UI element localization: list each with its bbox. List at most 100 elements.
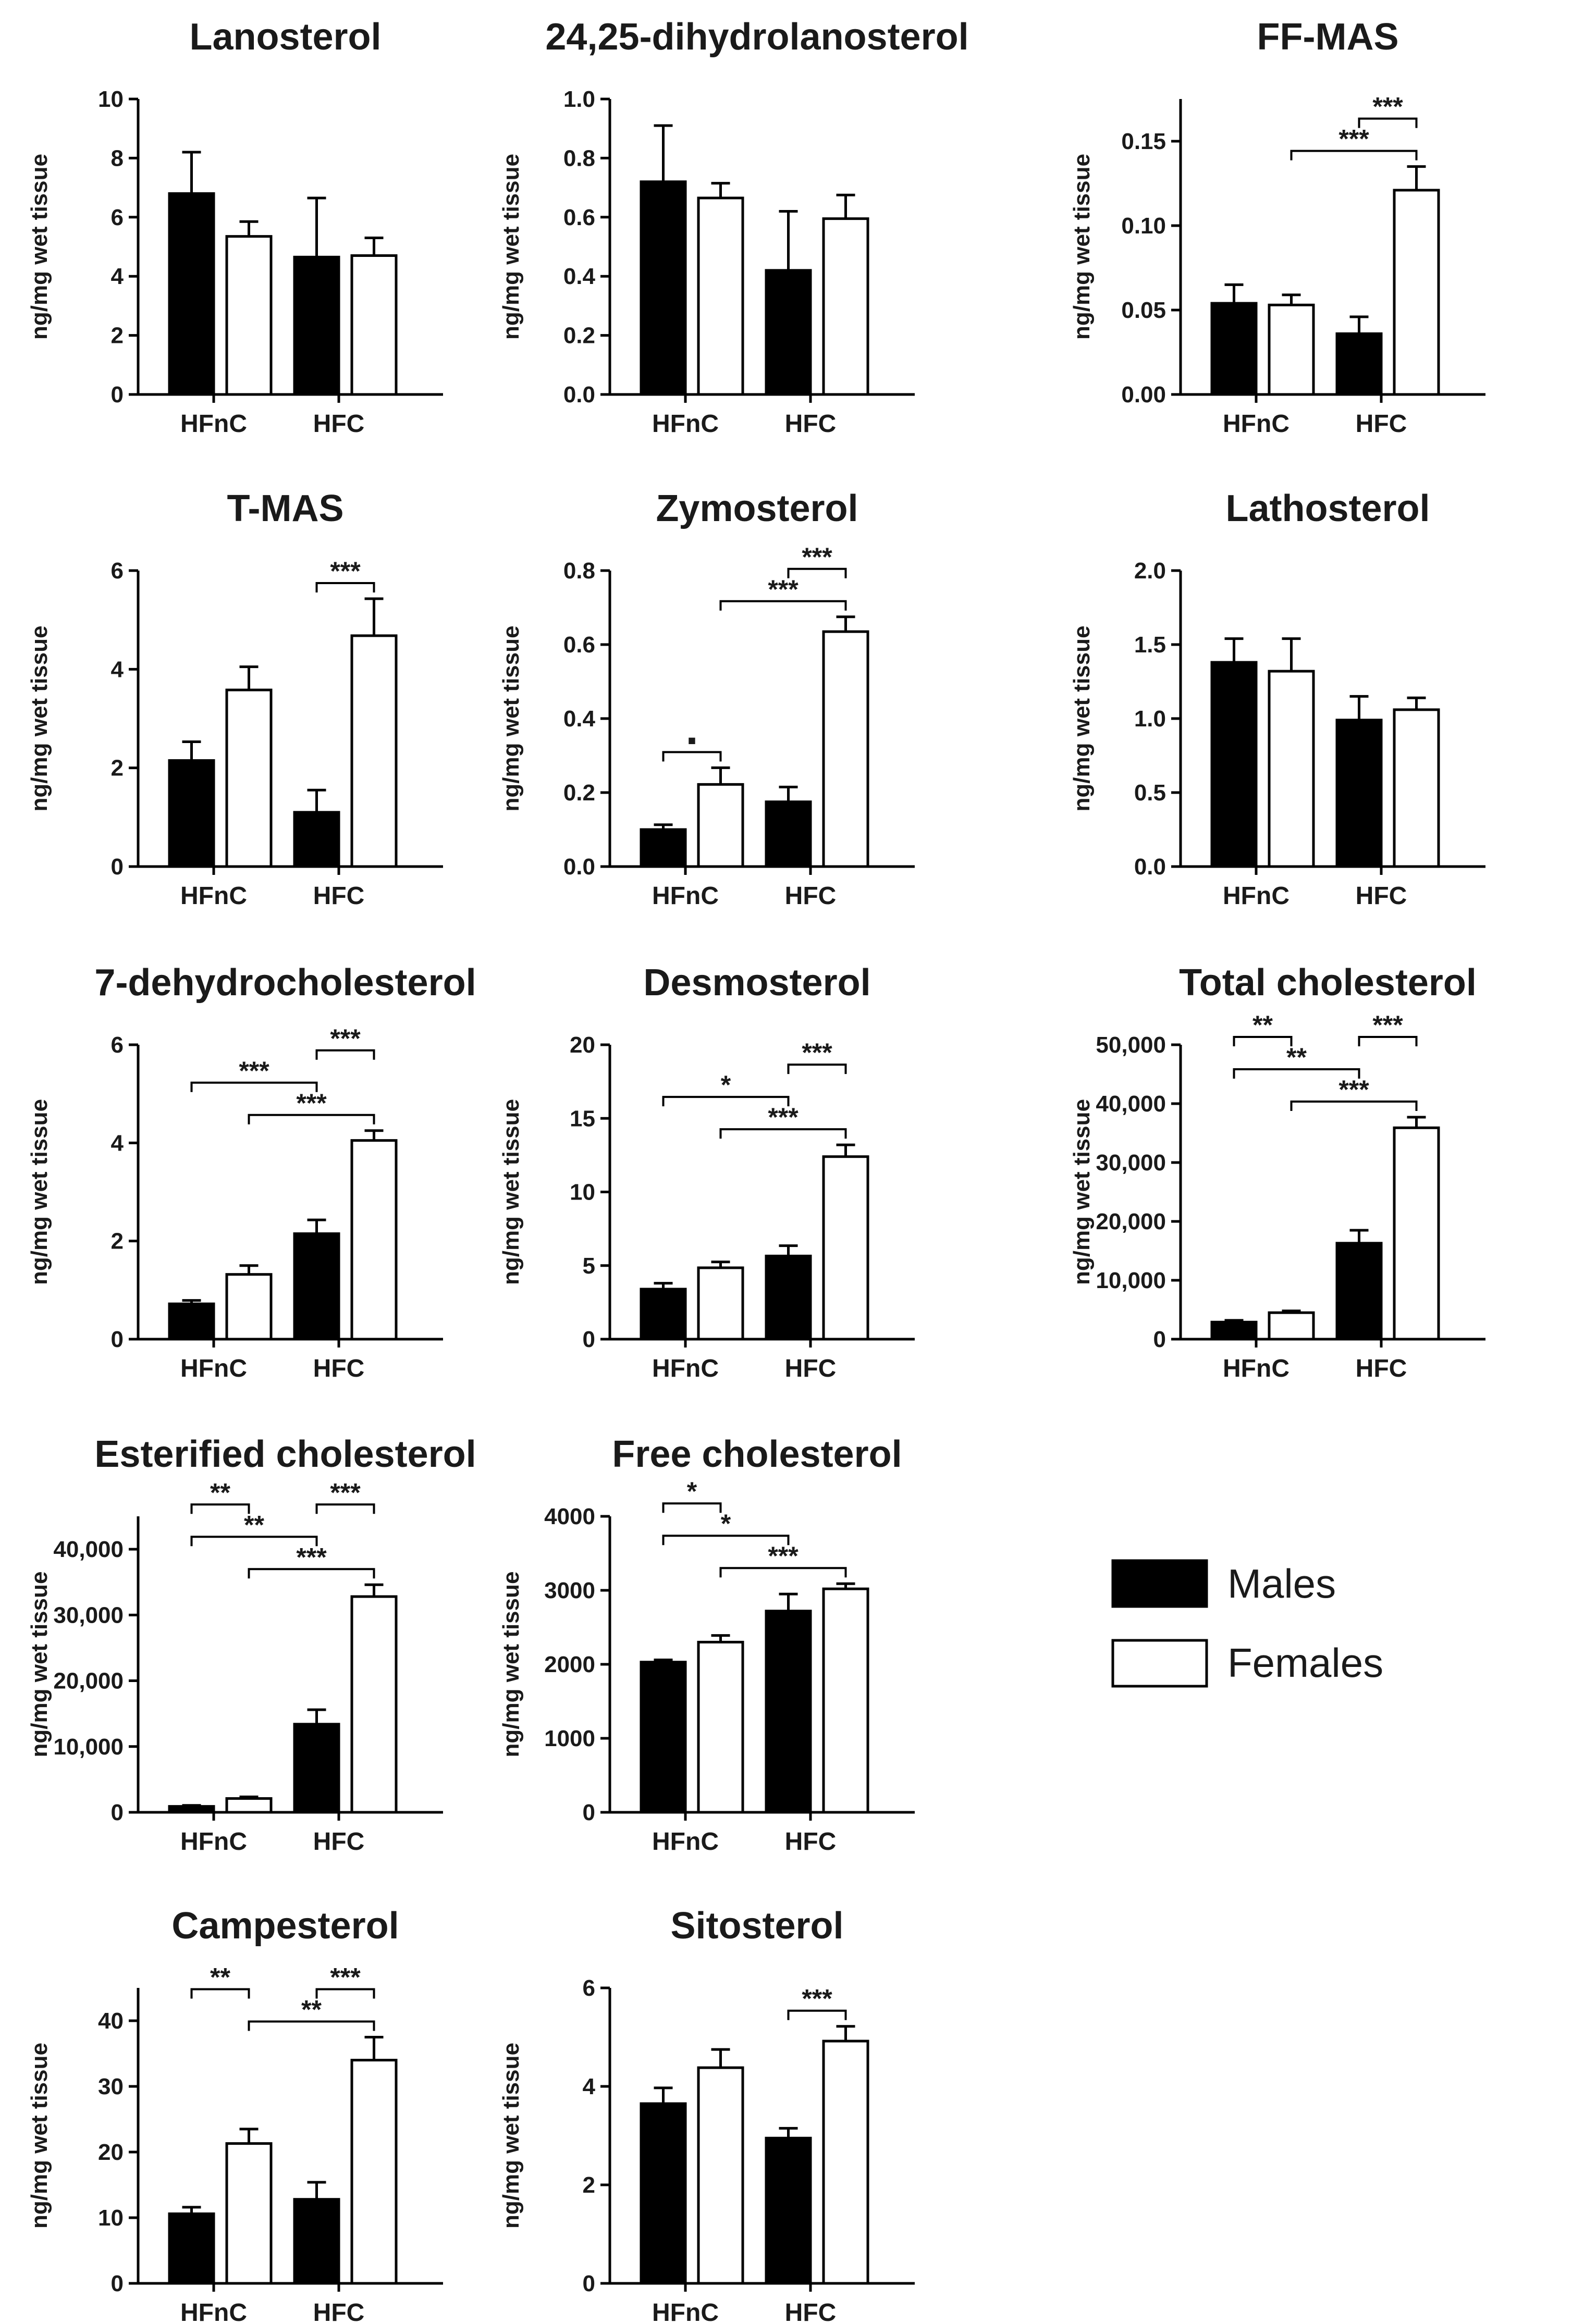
bar-females-hfnc: [1268, 1311, 1315, 1341]
significance-bracket: [662, 1535, 790, 1546]
significance-label: ***: [1372, 1010, 1403, 1040]
chart-panels: Lanosterol ng/mg wet tissue 0 2 4 6 8 10 HFnC HFC…: [27, 16, 1485, 2324]
significance-label: **: [244, 1510, 264, 1539]
y-tick-label: 5: [583, 1253, 595, 1279]
significance-label: ***: [768, 1541, 799, 1571]
significance-bracket: [719, 1567, 847, 1578]
y-axis-label: ng/mg wet tissue: [498, 2043, 524, 2229]
bar-males-hfc: [1335, 719, 1383, 868]
y-tick-label: 2: [111, 323, 124, 349]
y-tick-label: 4: [111, 657, 124, 682]
bar-females-hfc: [1393, 708, 1440, 868]
significance-label: ▪: [687, 725, 697, 755]
x-tick-label: HFnC: [652, 882, 719, 910]
legend-label-males: Males: [1227, 1561, 1336, 1606]
chart-panel: Free cholesterol ng/mg wet tissue 0 1000 200…: [498, 1433, 915, 1856]
chart-title: 7-dehydrocholesterol: [94, 962, 476, 1004]
bar-females-hfnc: [225, 2142, 273, 2285]
significance-label: ***: [768, 575, 799, 604]
x-tick-label: HFC: [785, 882, 837, 910]
bar-males-hfnc: [168, 192, 215, 396]
y-tick-label: 3000: [544, 1578, 595, 1603]
significance-label: ***: [1338, 1075, 1369, 1104]
y-tick-label: 15: [570, 1106, 595, 1131]
bar-females-hfc: [1393, 189, 1440, 396]
bar-males-hfc: [293, 255, 340, 396]
x-tick-label: HFC: [785, 2299, 837, 2324]
significance-bracket: [190, 1988, 250, 1999]
significance-bracket: [1233, 1068, 1360, 1079]
y-tick-label: 2: [111, 1229, 124, 1254]
y-tick-label: 0: [583, 1327, 595, 1352]
y-tick-label: 4: [111, 1130, 124, 1156]
y-tick-label: 2000: [544, 1652, 595, 1677]
chart-panel: FF-MAS ng/mg wet tissue 0.00 0.05 0.10 0.15 HF…: [1069, 16, 1485, 438]
chart-panel: Desmosterol ng/mg wet tissue 0 5 10 15 20 HFnC H…: [498, 962, 915, 1382]
x-tick-label: HFC: [313, 2299, 365, 2324]
y-tick-label: 2.0: [1134, 558, 1166, 584]
y-tick-label: 0.10: [1121, 213, 1166, 239]
y-axis-label: ng/mg wet tissue: [498, 1099, 524, 1285]
significance-bracket: [315, 1988, 375, 1999]
chart-panel: Campesterol ng/mg wet tissue 0 10 20 30 40 HFnC…: [27, 1905, 443, 2324]
significance-bracket: [662, 1502, 722, 1513]
y-tick-label: 0.0: [1134, 854, 1166, 880]
x-tick-label: HFC: [313, 1828, 365, 1856]
y-tick-label: 0.00: [1121, 382, 1166, 407]
y-tick-label: 10: [98, 86, 124, 112]
y-tick-label: 20,000: [53, 1668, 124, 1694]
significance-bracket: [1358, 1035, 1418, 1046]
y-tick-label: 1.0: [1134, 706, 1166, 732]
bar-females-hfnc: [225, 235, 273, 396]
bar-males-hfc: [765, 800, 812, 868]
bar-males-hfc: [293, 1232, 340, 1341]
x-tick-label: HFC: [1356, 1355, 1407, 1382]
x-tick-label: HFC: [785, 1355, 837, 1382]
bar-males-hfnc: [640, 2102, 687, 2285]
significance-bracket: [190, 1081, 318, 1092]
y-tick-label: 40,000: [1096, 1091, 1166, 1117]
y-tick-label: 0: [1153, 1327, 1166, 1352]
legend-swatch-males: [1111, 1559, 1208, 1608]
y-axis-label: ng/mg wet tissue: [27, 626, 52, 812]
chart-title: FF-MAS: [1257, 16, 1399, 58]
significance-bracket: [248, 1568, 375, 1579]
significance-bracket: [662, 1096, 790, 1107]
bar-females-hfnc: [697, 1266, 744, 1341]
chart-title: T-MAS: [227, 488, 344, 529]
y-tick-label: 0.2: [563, 323, 595, 349]
y-tick-label: 0: [111, 854, 124, 880]
significance-label: ***: [330, 1963, 361, 1992]
bar-males-hfc: [1335, 1242, 1383, 1341]
bar-females-hfc: [350, 634, 398, 868]
bar-males-hfnc: [640, 1288, 687, 1341]
significance-bracket: [248, 2020, 375, 2031]
bar-males-hfnc: [168, 1805, 215, 1814]
bar-males-hfnc: [168, 1302, 215, 1341]
x-tick-label: HFC: [785, 410, 837, 438]
significance-label: ***: [802, 1038, 832, 1067]
significance-label: ***: [296, 1542, 327, 1572]
chart-title: Free cholesterol: [612, 1433, 902, 1475]
significance-bracket: [787, 567, 847, 578]
y-tick-label: 20,000: [1096, 1209, 1166, 1234]
bar-females-hfnc: [225, 688, 273, 868]
y-axis-label: ng/mg wet tissue: [498, 626, 524, 812]
bar-males-hfc: [293, 1723, 340, 1814]
y-tick-label: 4000: [544, 1504, 595, 1529]
x-tick-label: HFnC: [652, 410, 719, 438]
significance-label: ***: [330, 1478, 361, 1507]
bar-females-hfc: [350, 254, 398, 396]
chart-panel: 7-dehydrocholesterol ng/mg wet tissue 0 2 4 6…: [27, 962, 476, 1382]
bar-females-hfc: [822, 2039, 869, 2285]
bar-males-hfnc: [168, 2212, 215, 2285]
x-tick-label: HFnC: [180, 1828, 247, 1856]
y-tick-label: 6: [111, 1032, 124, 1058]
y-axis-label: ng/mg wet tissue: [27, 2043, 52, 2229]
significance-bracket: [719, 600, 847, 611]
bar-females-hfnc: [697, 1640, 744, 1814]
bar-males-hfc: [765, 1610, 812, 1814]
y-tick-label: 8: [111, 145, 124, 171]
y-tick-label: 0: [583, 2271, 595, 2296]
y-tick-label: 10: [570, 1180, 595, 1205]
